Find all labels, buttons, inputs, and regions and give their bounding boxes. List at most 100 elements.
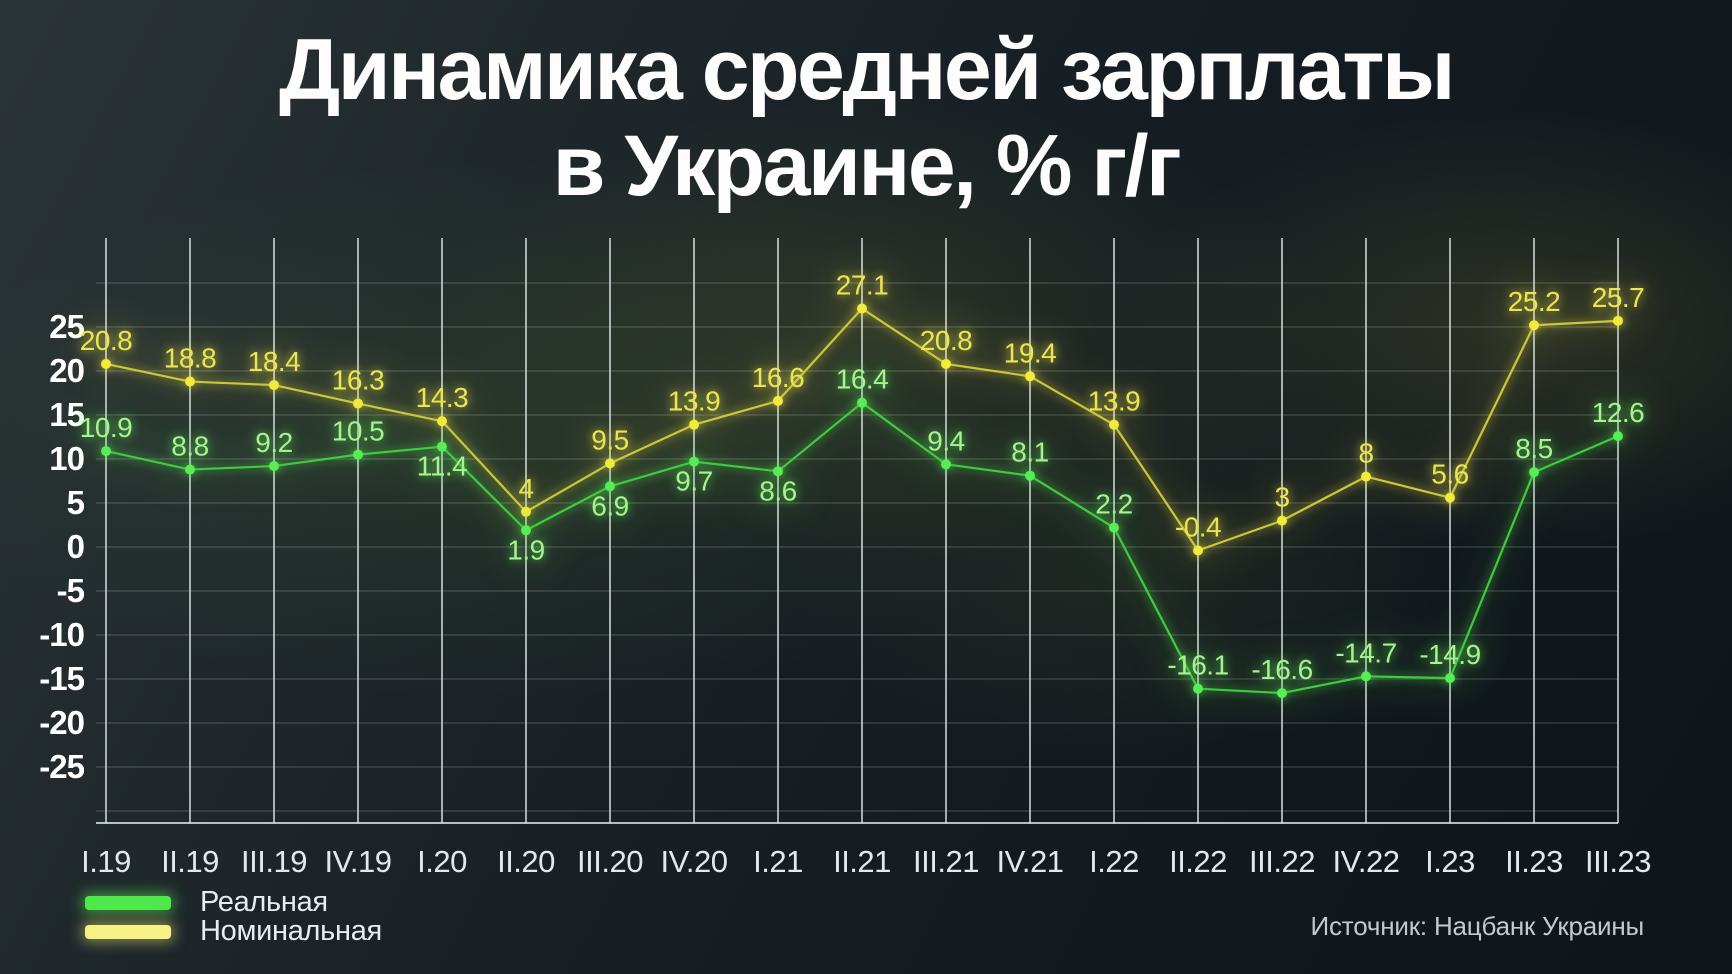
- x-tick-label: I.23: [1425, 844, 1475, 879]
- y-tick-label: 5: [67, 484, 85, 521]
- data-label: 14.3: [416, 382, 469, 413]
- data-label: 6.9: [591, 490, 628, 521]
- data-label: 4: [518, 473, 533, 504]
- data-label: 9.5: [591, 424, 628, 455]
- x-tick-label: I.21: [753, 844, 803, 879]
- source-note: Источник: Нацбанк Украины: [1310, 911, 1645, 941]
- data-label: -16.1: [1167, 650, 1228, 681]
- data-label: 11.4: [417, 451, 467, 482]
- data-label: 10.9: [80, 412, 133, 443]
- data-point: [605, 481, 615, 492]
- data-point: [941, 459, 951, 470]
- x-tick-label: III.21: [913, 844, 979, 879]
- data-point: [689, 419, 699, 430]
- data-point: [1193, 683, 1203, 694]
- data-point: [101, 358, 111, 369]
- x-tick-label: I.19: [81, 844, 131, 879]
- data-point: [1277, 515, 1287, 526]
- legend-swatch-nominal-icon: [85, 924, 171, 939]
- y-axis-tick-labels: 25 20 15 10 5 0 -5 -10 -15 -20 -25: [39, 308, 85, 785]
- data-label: 20.8: [80, 325, 133, 356]
- data-label: 13.9: [1088, 386, 1141, 417]
- x-tick-label: I.22: [1089, 844, 1139, 879]
- data-point: [1361, 471, 1371, 482]
- data-label: 9.4: [927, 425, 964, 456]
- data-label: 13.9: [668, 386, 721, 417]
- data-label: 19.4: [1004, 337, 1057, 368]
- x-tick-label: II.23: [1505, 844, 1563, 879]
- chart-title-line1: Динамика средней зарплаты: [279, 22, 1455, 118]
- data-point: [1613, 431, 1623, 442]
- data-point: [1361, 671, 1371, 682]
- legend-item-real: Реальная: [85, 886, 382, 918]
- data-label: 1.9: [507, 534, 544, 565]
- legend-label-real: Реальная: [200, 886, 328, 918]
- data-label: 25.7: [1592, 282, 1645, 313]
- data-label: 8: [1358, 438, 1373, 469]
- y-tick-label: -25: [39, 748, 84, 785]
- data-label: 9.7: [675, 466, 712, 497]
- data-point: [437, 416, 447, 427]
- data-label: -14.9: [1419, 639, 1480, 670]
- x-tick-label: III.19: [241, 844, 307, 879]
- y-tick-label: -5: [57, 572, 85, 609]
- y-tick-label: 0: [67, 528, 84, 565]
- data-point: [1613, 315, 1623, 326]
- y-tick-label: 15: [49, 396, 84, 433]
- x-tick-label: II.22: [1169, 844, 1227, 879]
- data-point: [1277, 688, 1287, 699]
- x-tick-label: III.20: [577, 844, 643, 879]
- x-tick-label: I.20: [417, 844, 467, 879]
- data-label: -14.7: [1335, 637, 1396, 668]
- data-point: [185, 376, 195, 387]
- data-point: [353, 449, 363, 460]
- data-point: [521, 525, 531, 536]
- data-point: [1025, 371, 1035, 382]
- x-tick-label: IV.20: [660, 844, 727, 879]
- x-tick-label: IV.21: [996, 844, 1063, 879]
- data-label: 8.5: [1515, 433, 1552, 464]
- y-tick-label: -15: [39, 660, 84, 697]
- data-label: 10.5: [332, 416, 385, 447]
- data-label: 8.6: [759, 475, 796, 506]
- series-green: 10.9 8.8 9.2 10.5 11.4 1.9 6.9 9.7 8.6 16.4 9.4 8.1…: [80, 364, 1645, 699]
- legend-label-nominal: Номинальная: [200, 915, 382, 947]
- data-point: [269, 380, 279, 391]
- data-label: 5.6: [1431, 459, 1468, 490]
- y-tick-label: -10: [39, 616, 84, 653]
- data-point: [353, 398, 363, 409]
- data-point: [773, 395, 783, 406]
- x-tick-label: II.20: [497, 844, 555, 879]
- data-label: 18.4: [248, 346, 301, 377]
- data-point: [101, 446, 111, 457]
- data-point: [605, 458, 615, 469]
- data-point: [1193, 545, 1203, 556]
- data-label: 8.1: [1011, 437, 1048, 468]
- data-point: [437, 441, 447, 452]
- y-tick-label: 20: [49, 352, 84, 389]
- data-label: 16.6: [752, 362, 805, 393]
- data-point: [1109, 522, 1119, 533]
- data-label: -16.6: [1251, 654, 1312, 685]
- data-point: [857, 303, 867, 314]
- x-tick-label: II.19: [161, 844, 219, 879]
- x-axis-tick-labels: I.19 II.19 III.19 IV.19 I.20 II.20 III.20 IV.20…: [81, 844, 1651, 879]
- data-point: [689, 456, 699, 467]
- data-point: [941, 358, 951, 369]
- data-point: [857, 397, 867, 408]
- data-point: [1529, 320, 1539, 331]
- data-label: -0.4: [1175, 512, 1221, 543]
- chart-title-line2: в Украине, % г/г: [552, 118, 1182, 214]
- x-tick-label: IV.22: [1332, 844, 1399, 879]
- x-tick-label: IV.19: [324, 844, 391, 879]
- data-label: 8.8: [171, 431, 208, 462]
- horizontal-gridlines: [96, 282, 1618, 812]
- data-point: [521, 506, 531, 517]
- data-point: [1025, 470, 1035, 481]
- data-point: [185, 464, 195, 475]
- x-tick-label: II.21: [833, 844, 891, 879]
- data-label: 18.8: [164, 343, 217, 374]
- data-label: 2.2: [1095, 489, 1132, 520]
